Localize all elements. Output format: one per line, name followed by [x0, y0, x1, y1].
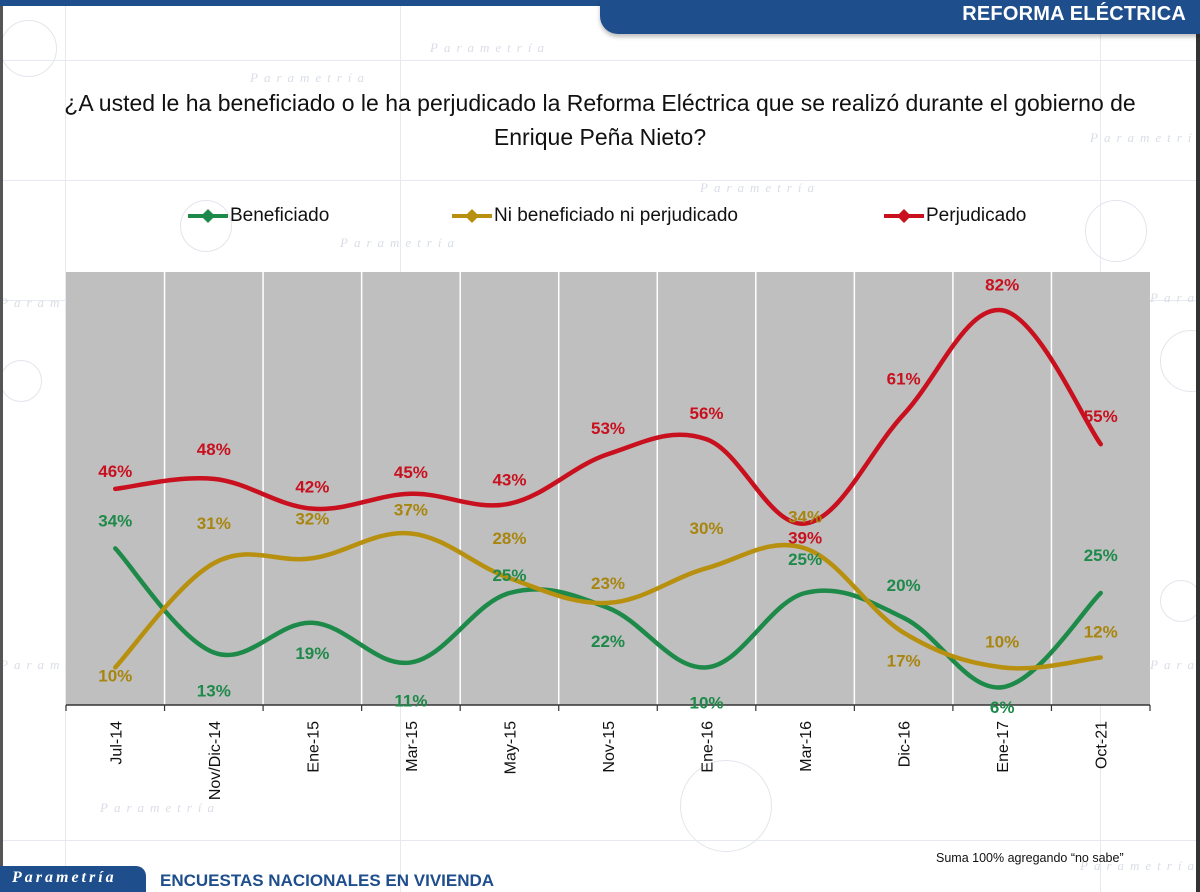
page-border-right: [1196, 34, 1200, 892]
logo-text: Parametría: [12, 869, 117, 886]
data-label-ni-beneficiado-ni-perjudicado: 37%: [394, 500, 428, 519]
legend-item-perjudicado: Perjudicado: [884, 205, 1026, 227]
data-labels: 34% 13% 19% 11% 25% 22% 10% 25% 20% 6% 25% 10% 31% 32…: [98, 275, 1117, 717]
x-tick-label: Nov/Dic-14: [207, 721, 224, 800]
x-tick-labels: Jul-14 Nov/Dic-14 Ene-15 Mar-15 May-15 Nov-15…: [108, 721, 1110, 800]
x-tick-label: Jul-14: [108, 721, 125, 765]
watermark-text: Parametría: [1090, 130, 1200, 145]
x-tick-label: Dic-16: [897, 721, 914, 767]
data-label-perjudicado: 43%: [492, 471, 526, 490]
watermark-text: Parametría: [1080, 858, 1200, 873]
data-label-beneficiado: 34%: [98, 511, 132, 530]
x-tick-label: Ene-15: [305, 721, 322, 773]
data-label-ni-beneficiado-ni-perjudicado: 30%: [690, 519, 724, 538]
chart-question-title: ¿A usted le ha beneficiado o le ha perju…: [64, 90, 1136, 150]
legend-label: Perjudicado: [926, 205, 1027, 226]
section-title: REFORMA ELÉCTRICA: [962, 3, 1186, 25]
legend-item-beneficiado: Beneficiado: [188, 205, 329, 227]
data-label-perjudicado: 55%: [1084, 407, 1118, 426]
legend-marker-icon: [452, 209, 492, 223]
legend-marker-icon: [188, 209, 228, 223]
page-border-left: [0, 6, 3, 866]
x-tick-label: Mar-16: [798, 721, 815, 772]
data-label-ni-beneficiado-ni-perjudicado: 34%: [788, 507, 822, 526]
watermark-text: Parametría: [700, 180, 820, 195]
data-label-ni-beneficiado-ni-perjudicado: 32%: [295, 509, 329, 528]
x-axis: [65, 704, 1151, 711]
legend-label: Beneficiado: [230, 205, 330, 226]
data-label-perjudicado: 48%: [197, 440, 231, 459]
x-tick-label: Ene-17: [995, 721, 1012, 773]
x-tick-label: Mar-15: [404, 721, 421, 772]
data-label-beneficiado: 19%: [295, 644, 329, 663]
legend-label: Ni beneficiado ni perjudicado: [494, 205, 738, 226]
series-lines: [113, 308, 1103, 690]
footnote: Suma 100% agregando “no sabe”: [936, 851, 1124, 865]
data-label-beneficiado: 6%: [990, 698, 1015, 717]
data-label-ni-beneficiado-ni-perjudicado: 28%: [492, 529, 526, 548]
data-label-beneficiado: 25%: [1084, 546, 1118, 565]
data-label-perjudicado: 61%: [887, 369, 921, 388]
data-label-ni-beneficiado-ni-perjudicado: 10%: [98, 666, 132, 685]
watermark-text: Parametría: [430, 40, 550, 55]
data-label-beneficiado: 22%: [591, 632, 625, 651]
data-label-perjudicado: 53%: [591, 419, 625, 438]
series-line-ni-beneficiado-ni-perjudicado: [113, 530, 1103, 671]
gridlines: [163, 272, 1053, 705]
data-label-beneficiado: 10%: [690, 693, 724, 712]
footer-title: ENCUESTAS NACIONALES EN VIVIENDA: [160, 871, 495, 890]
footer-logo: Parametría: [0, 866, 146, 892]
data-label-ni-beneficiado-ni-perjudicado: 31%: [197, 514, 231, 533]
watermark-text: Parametría: [100, 800, 220, 815]
data-label-beneficiado: 11%: [394, 691, 427, 710]
watermark-text: Parametría: [1150, 290, 1200, 305]
data-label-perjudicado: 42%: [295, 478, 329, 497]
data-label-ni-beneficiado-ni-perjudicado: 10%: [985, 632, 1019, 651]
section-header: REFORMA ELÉCTRICA: [600, 0, 1200, 34]
data-label-perjudicado: 56%: [690, 404, 724, 423]
data-label-ni-beneficiado-ni-perjudicado: 12%: [1084, 622, 1118, 641]
watermark-text: Parametría: [340, 235, 460, 250]
data-label-beneficiado: 20%: [887, 576, 921, 595]
data-label-beneficiado: 25%: [788, 550, 822, 569]
data-label-perjudicado: 39%: [788, 529, 822, 548]
legend: Beneficiado Ni beneficiado ni perjudicad…: [0, 205, 1200, 235]
legend-marker-icon: [884, 209, 924, 223]
data-label-beneficiado: 13%: [197, 682, 231, 701]
legend-item-ni-beneficiado: Ni beneficiado ni perjudicado: [452, 205, 738, 227]
data-label-perjudicado: 82%: [985, 275, 1019, 294]
x-tick-label: Oct-21: [1094, 721, 1111, 769]
x-tick-label: Nov-15: [601, 721, 618, 773]
series-line-beneficiado: [113, 546, 1103, 690]
watermark-text: Parametría: [1150, 657, 1200, 672]
series-line-perjudicado: [113, 308, 1103, 526]
data-label-ni-beneficiado-ni-perjudicado: 23%: [591, 574, 625, 593]
data-label-perjudicado: 46%: [98, 462, 132, 481]
watermark-text: Parametría: [250, 70, 370, 85]
x-tick-label: Ene-16: [700, 721, 717, 773]
data-label-perjudicado: 45%: [394, 463, 428, 482]
data-label-beneficiado: 25%: [492, 566, 526, 585]
x-tick-label: May-15: [502, 721, 519, 774]
data-label-ni-beneficiado-ni-perjudicado: 17%: [887, 652, 921, 671]
